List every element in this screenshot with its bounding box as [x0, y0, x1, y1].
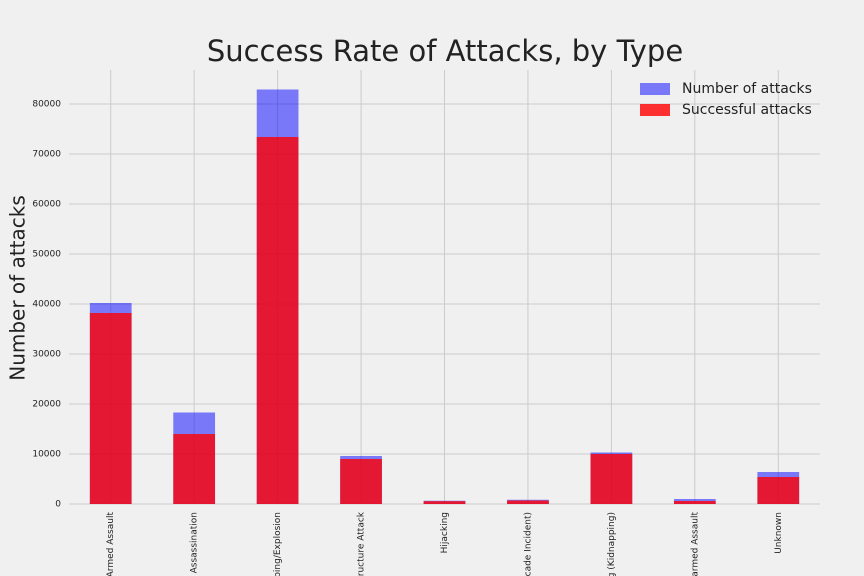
bar [423, 501, 466, 504]
legend-label: Number of attacks [682, 81, 812, 97]
x-tick-label: Bombing/Explosion [273, 512, 283, 576]
bar [340, 459, 382, 504]
bar [590, 454, 633, 504]
y-tick-label: 50000 [32, 250, 61, 260]
y-tick-label: 70000 [32, 150, 61, 160]
x-tick-label: Facility/Infrastructure Attack [357, 511, 367, 576]
y-tick-label: 0 [55, 500, 61, 510]
bar [507, 500, 549, 504]
y-tick-label: 80000 [32, 100, 61, 110]
y-tick-label: 60000 [32, 200, 61, 210]
y-tick-label: 30000 [32, 350, 61, 360]
y-tick-label: 40000 [32, 300, 61, 310]
bar [173, 434, 216, 504]
x-tick-label: Hostage Taking (Kidnapping) [607, 512, 617, 576]
x-tick-label: Assassination [190, 512, 200, 573]
chart-title: Success Rate of Attacks, by Type [207, 34, 683, 68]
y-tick-label: 10000 [32, 450, 61, 460]
x-tick-label: Hijacking [440, 512, 450, 553]
bar [89, 313, 132, 504]
x-tick-label: Hostage Taking (Barricade Incident) [523, 512, 533, 576]
bar [256, 137, 299, 504]
legend-label: Successful attacks [682, 102, 812, 118]
y-tick-label: 20000 [32, 400, 61, 410]
legend-swatch [640, 83, 670, 95]
y-axis-label: Number of attacks [6, 195, 30, 381]
x-tick-label: Unarmed Assault [690, 512, 700, 576]
x-tick-label: Unknown [774, 512, 784, 554]
bar [673, 501, 716, 504]
x-tick-label: Armed Assault [106, 512, 116, 576]
legend-swatch [640, 104, 670, 116]
bar [757, 477, 800, 504]
